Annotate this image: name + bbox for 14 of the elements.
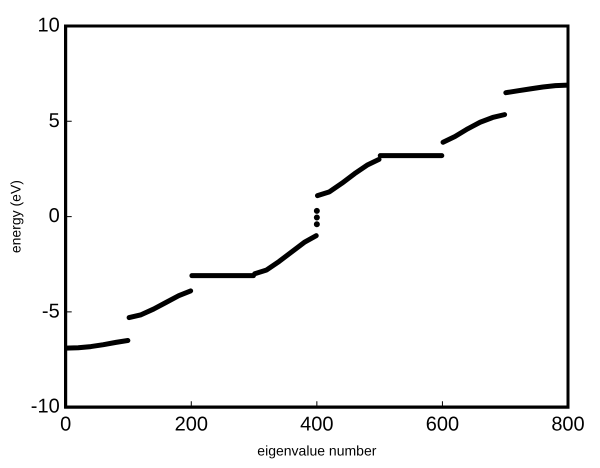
x-tick-label: 400	[300, 414, 334, 436]
point	[314, 214, 320, 221]
y-tick-label: -5	[42, 300, 60, 322]
y-axis-title: energy (eV)	[7, 180, 24, 254]
x-tick-label: 200	[174, 414, 208, 436]
x-tick-label: 600	[426, 414, 460, 436]
y-tick-label: 5	[48, 110, 60, 132]
point	[314, 221, 320, 228]
y-tick-label: 0	[48, 205, 60, 228]
x-axis-title: eigenvalue number	[257, 442, 377, 458]
point	[314, 208, 320, 214]
y-tick-label: 10	[37, 14, 60, 37]
y-tick-label: -10	[30, 396, 60, 418]
x-tick-label: 800	[551, 414, 585, 436]
